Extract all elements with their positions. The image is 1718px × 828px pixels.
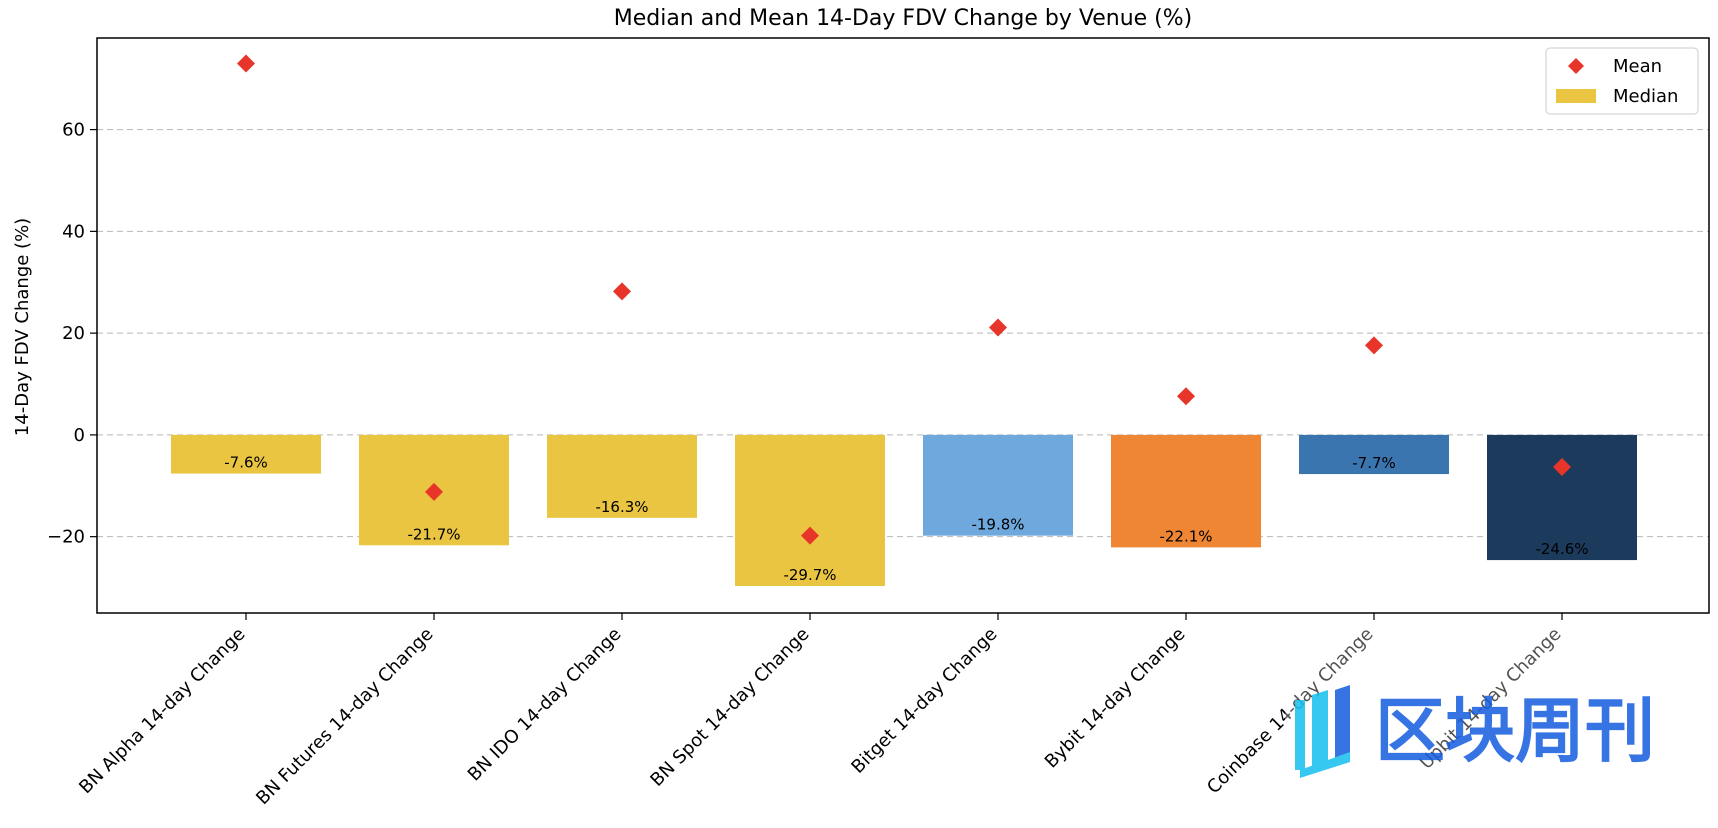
x-tick-label: Bitget 14-day Change [847,624,1001,778]
median-bar-label: -16.3% [595,498,648,516]
median-bar-label: -24.6% [1535,540,1588,558]
median-bars [171,434,1637,587]
median-bar-labels: -7.6% -21.7% -16.3% -29.7% -19.8% -22.1% -7.7%… [224,454,1588,584]
y-tick-label: 20 [62,323,85,344]
mean-marker [613,282,631,301]
median-bar [1299,434,1449,475]
legend-mean-marker [1568,58,1584,74]
median-bar [735,434,885,587]
median-bar [1111,434,1261,548]
grid-lines [97,129,1709,538]
mean-marker [1365,336,1383,355]
y-axis-label: 14-Day FDV Change (%) [12,218,33,436]
watermark-logo: 区块周刊 [1285,628,1710,823]
mean-marker [1553,457,1571,476]
median-bar [1487,434,1637,561]
median-bar-label: -19.8% [971,516,1024,534]
mean-marker [425,482,443,501]
median-bar [171,434,321,474]
legend-median-swatch [1556,89,1596,103]
watermark-background [1285,628,1710,823]
mean-markers [237,54,1571,545]
median-bar [547,434,697,518]
x-tick-label: Bybit 14-day Change [1041,624,1190,773]
median-bar [923,434,1073,536]
x-tick-label: BN Futures 14-day Change [252,624,437,809]
y-tick-label: 60 [62,120,85,141]
mean-marker [989,318,1007,337]
legend: Mean Median [1545,47,1699,115]
y-tick-label: −20 [47,527,85,548]
median-bar-label: -7.7% [1352,454,1396,472]
legend-median-label: Median [1613,86,1678,107]
y-tick-label: 0 [74,425,85,446]
y-axis-ticks: −20 0 20 40 60 [47,120,97,548]
y-tick-label: 40 [62,221,85,242]
median-bar-label: -7.6% [224,454,268,472]
median-bar-label: -29.7% [783,566,836,584]
mean-marker [801,526,819,545]
watermark-mark-icon [1295,685,1350,778]
chart-title: Median and Mean 14-Day FDV Change by Ven… [614,6,1193,31]
watermark-text: 区块周刊 [1375,690,1655,772]
x-tick-label: BN Alpha 14-day Change [75,624,249,798]
x-tick-label: BN Spot 14-day Change [646,624,813,791]
mean-marker [1177,387,1195,406]
plot-frame [96,37,1710,614]
x-tick-label: BN IDO 14-day Change [464,624,626,786]
median-bar-label: -22.1% [1159,527,1212,545]
legend-mean-label: Mean [1613,56,1662,77]
median-bar-label: -21.7% [407,525,460,543]
mean-marker [237,54,255,73]
